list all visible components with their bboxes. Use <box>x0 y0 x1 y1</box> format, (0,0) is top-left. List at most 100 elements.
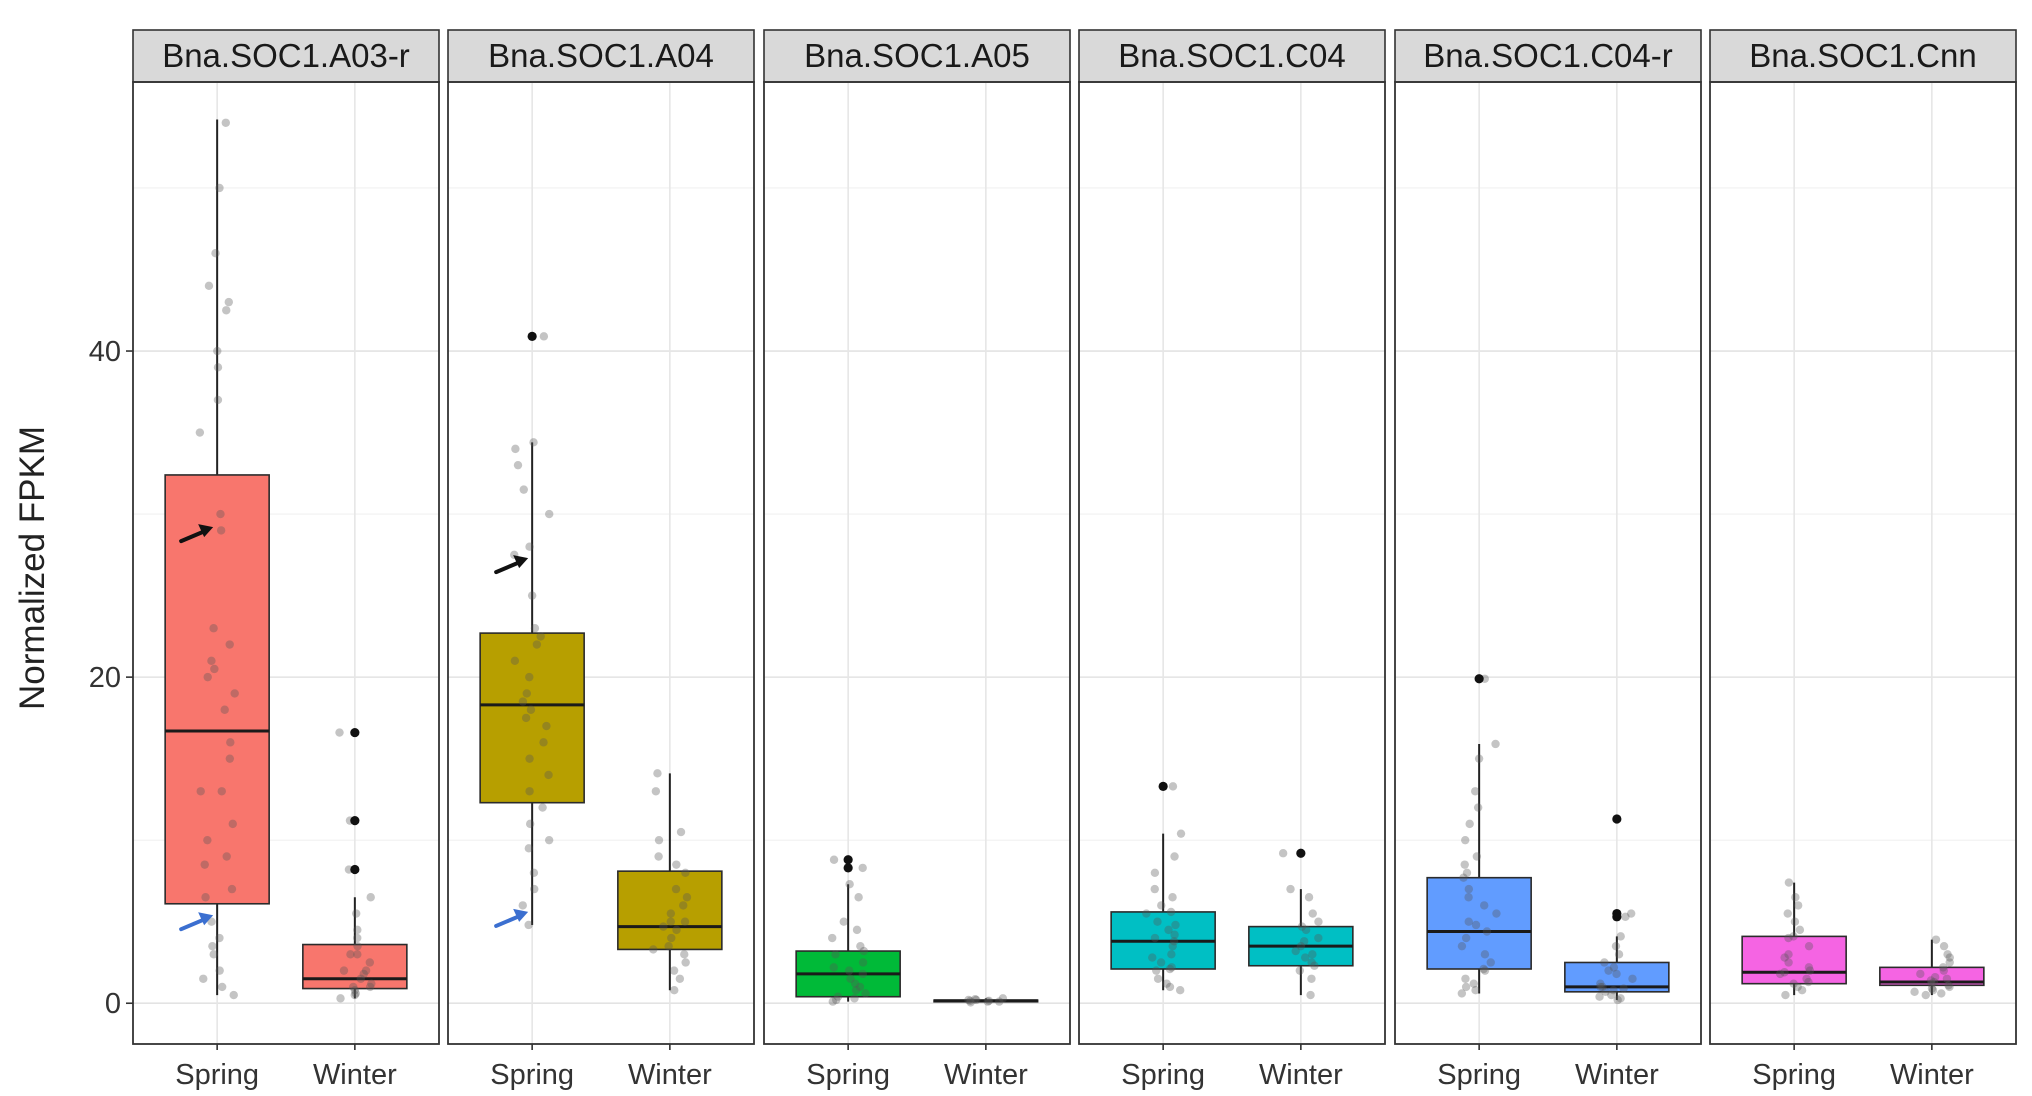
data-point <box>1150 933 1160 943</box>
data-point <box>1482 927 1492 936</box>
data-point <box>829 963 838 972</box>
data-point <box>353 933 362 943</box>
panel-3: Bna.SOC1.A05 Spring Winter <box>763 29 1071 1091</box>
data-point <box>855 982 865 992</box>
data-point <box>850 979 860 988</box>
data-point <box>203 835 212 845</box>
data-point <box>653 769 662 778</box>
data-point <box>1604 966 1613 975</box>
data-point <box>1480 966 1490 975</box>
data-point <box>1457 941 1467 951</box>
data-point <box>525 672 534 682</box>
data-point <box>356 974 366 983</box>
data-point <box>365 982 375 992</box>
data-point <box>1461 933 1471 943</box>
data-point <box>545 509 554 519</box>
data-point <box>525 542 534 551</box>
data-point <box>1943 950 1952 959</box>
data-point <box>353 950 362 959</box>
data-point <box>1165 964 1175 974</box>
y-axis-title: Normalized FPKM <box>13 426 52 710</box>
data-point <box>676 827 686 837</box>
data-point <box>1465 819 1474 829</box>
data-point <box>858 969 868 979</box>
data-point <box>680 950 689 959</box>
facet-title: Bna.SOC1.A03-r <box>162 37 410 74</box>
box-winter <box>1879 935 1985 1000</box>
data-point <box>1797 985 1807 995</box>
data-point <box>1464 917 1473 926</box>
data-point <box>1942 974 1952 983</box>
data-point <box>1945 958 1954 967</box>
data-point <box>681 868 690 877</box>
data-point <box>1910 987 1919 997</box>
data-point <box>1598 982 1607 992</box>
data-point <box>208 941 217 951</box>
data-point <box>216 526 226 535</box>
data-point <box>525 819 535 829</box>
data-point <box>1153 974 1163 983</box>
facet-title: Bna.SOC1.Cnn <box>1749 37 1976 74</box>
data-point <box>1802 974 1811 983</box>
data-point <box>1308 909 1317 918</box>
data-point <box>513 460 523 470</box>
panel-border <box>447 81 755 1045</box>
data-point <box>524 844 534 853</box>
data-point <box>1804 963 1814 972</box>
box-iqr <box>617 870 723 951</box>
data-point <box>1491 739 1500 749</box>
facet-title: Bna.SOC1.A04 <box>488 37 714 74</box>
data-point <box>1291 946 1300 956</box>
data-point <box>983 997 992 1006</box>
x-tick-label: Spring <box>1437 1059 1521 1091</box>
data-point <box>666 909 676 918</box>
data-point <box>854 893 863 902</box>
box-winter <box>933 994 1039 1007</box>
x-tick-label: Winter <box>628 1059 712 1091</box>
data-point <box>227 884 237 894</box>
data-point <box>1804 977 1813 987</box>
data-point <box>1938 963 1948 972</box>
data-point <box>1784 878 1794 887</box>
data-point <box>1614 950 1624 959</box>
box-spring <box>795 855 901 1006</box>
data-point <box>858 863 867 873</box>
data-point <box>526 705 536 714</box>
data-point <box>1474 754 1484 763</box>
data-point <box>366 893 375 902</box>
arrow-head <box>513 908 529 922</box>
data-point <box>1301 953 1310 962</box>
data-point <box>1479 901 1489 910</box>
x-tick-label: Winter <box>1890 1059 1974 1091</box>
data-point <box>1791 893 1800 902</box>
data-point <box>1307 974 1316 983</box>
data-point <box>522 689 531 698</box>
data-point <box>335 728 344 737</box>
data-point <box>1775 969 1785 979</box>
data-point <box>349 982 358 992</box>
data-point <box>856 941 865 951</box>
data-point <box>998 994 1008 1003</box>
data-point <box>1278 849 1288 858</box>
panel-border <box>763 81 1071 1045</box>
data-point <box>1142 909 1151 918</box>
data-point <box>1153 917 1162 926</box>
data-point <box>666 917 675 926</box>
data-point <box>521 713 531 723</box>
data-point <box>1939 941 1949 951</box>
box-winter <box>1564 814 1670 1005</box>
data-point <box>1164 925 1173 935</box>
panel-background <box>1710 82 2016 1044</box>
box-iqr <box>1741 935 1847 985</box>
data-point <box>654 835 664 845</box>
data-point <box>1930 972 1940 982</box>
data-point <box>1460 860 1469 869</box>
data-point <box>670 985 679 995</box>
data-point <box>196 787 205 796</box>
data-point <box>1471 787 1480 796</box>
data-point <box>510 656 520 666</box>
box-iqr <box>1426 876 1532 970</box>
x-tick-label: Winter <box>1259 1059 1343 1091</box>
facet-title: Bna.SOC1.C04-r <box>1423 37 1672 74</box>
data-point <box>220 705 229 714</box>
